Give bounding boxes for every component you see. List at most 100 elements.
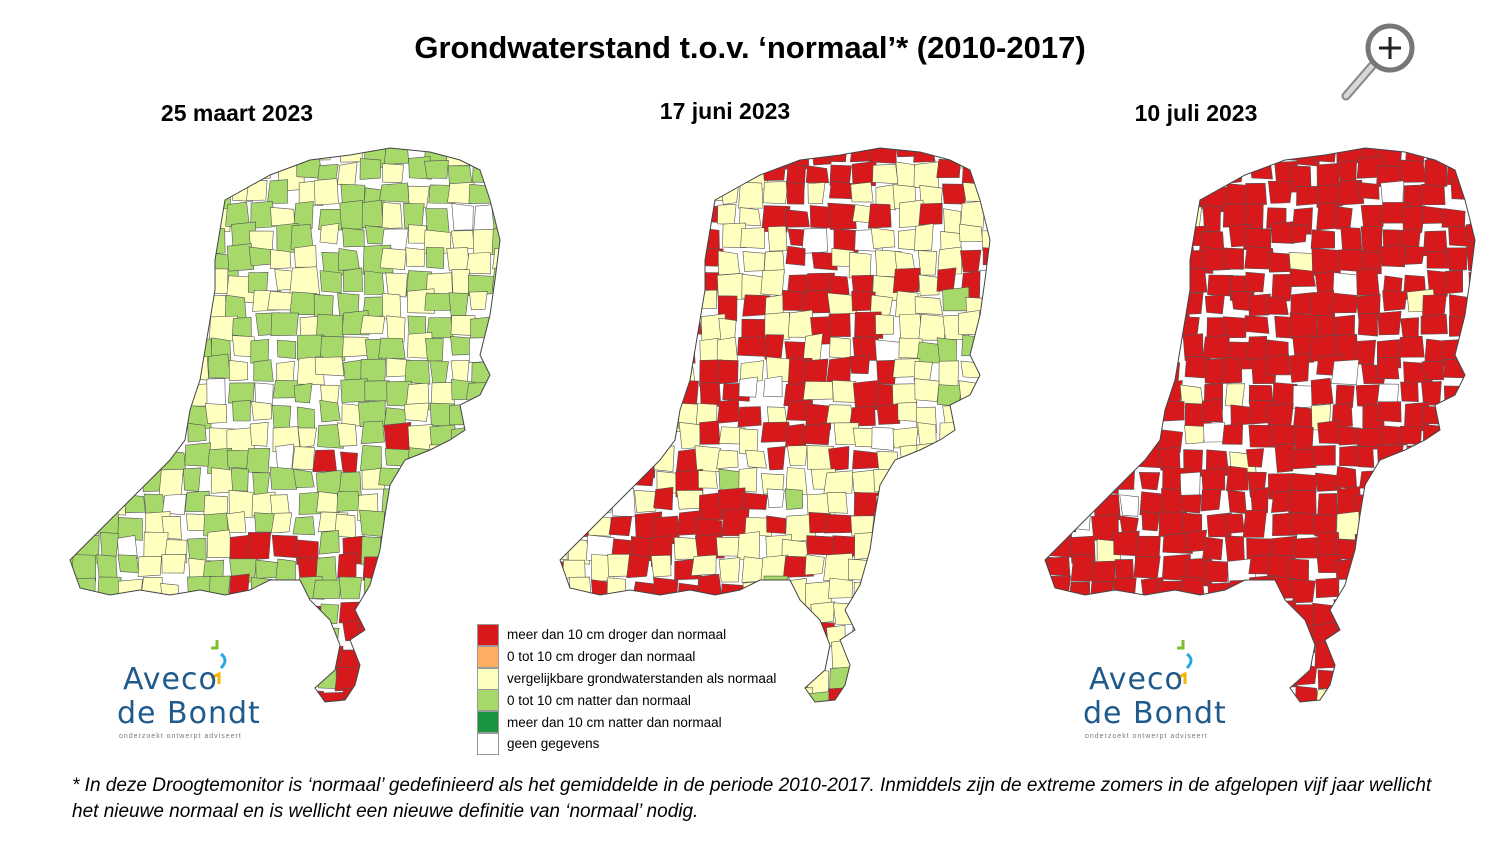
municipality	[467, 274, 495, 296]
zoom-in-button[interactable]	[1336, 22, 1422, 102]
municipality	[764, 311, 790, 340]
municipality	[913, 556, 939, 584]
municipality	[677, 582, 699, 610]
logo-line2: de Bondt	[117, 696, 261, 731]
municipality	[1290, 473, 1317, 493]
municipality	[716, 399, 740, 424]
municipality	[629, 600, 657, 619]
municipality	[1467, 690, 1475, 702]
municipality	[759, 148, 779, 157]
municipality	[560, 180, 568, 199]
municipality	[1134, 535, 1161, 558]
municipality	[1403, 245, 1426, 265]
municipality	[1118, 225, 1144, 256]
map-date-1: 25 maart 2023	[160, 100, 314, 126]
municipality	[1245, 670, 1267, 696]
municipality	[851, 619, 878, 651]
municipality	[30, 517, 54, 538]
municipality	[1011, 140, 1030, 160]
municipality	[1050, 205, 1077, 233]
municipality	[1244, 600, 1273, 620]
municipality	[1140, 199, 1161, 229]
municipality	[942, 286, 970, 312]
municipality	[918, 274, 941, 296]
municipality	[1270, 424, 1298, 447]
municipality	[1006, 225, 1034, 243]
municipality	[470, 599, 492, 622]
municipality	[203, 227, 226, 255]
municipality	[342, 227, 365, 248]
municipality	[1356, 181, 1380, 200]
municipality	[313, 148, 332, 161]
municipality	[425, 644, 446, 670]
municipality	[721, 583, 744, 608]
municipality	[677, 290, 697, 320]
municipality	[161, 250, 183, 273]
municipality	[115, 598, 140, 622]
municipality	[805, 403, 832, 430]
municipality	[649, 356, 673, 384]
municipality	[1092, 405, 1118, 431]
municipality	[875, 314, 895, 335]
municipality	[34, 712, 59, 720]
municipality	[1053, 401, 1072, 421]
municipality	[167, 271, 195, 291]
municipality	[99, 532, 120, 558]
municipality	[1422, 450, 1444, 480]
municipality	[1070, 206, 1097, 230]
municipality	[250, 339, 270, 364]
municipality	[1206, 161, 1233, 185]
municipality	[873, 663, 892, 686]
municipality	[503, 430, 526, 450]
municipality	[936, 601, 960, 626]
municipality	[51, 625, 68, 646]
municipality	[1135, 335, 1160, 363]
municipality	[936, 384, 962, 407]
municipality	[871, 582, 900, 605]
municipality	[940, 644, 964, 670]
municipality	[524, 313, 551, 337]
municipality	[29, 491, 57, 513]
municipality	[500, 339, 523, 368]
municipality	[1270, 148, 1299, 161]
municipality	[473, 203, 500, 231]
municipality	[501, 165, 523, 188]
municipality	[588, 148, 609, 165]
municipality	[1335, 689, 1356, 702]
municipality	[985, 297, 1011, 316]
municipality	[448, 624, 470, 646]
municipality	[917, 250, 938, 276]
municipality	[359, 509, 385, 537]
municipality	[1360, 204, 1384, 228]
municipality	[1098, 184, 1122, 210]
municipality	[450, 467, 477, 494]
municipality	[1242, 509, 1268, 538]
municipality	[1075, 445, 1100, 472]
municipality	[144, 251, 168, 274]
municipality	[79, 314, 103, 335]
municipality	[1007, 577, 1026, 597]
municipality	[31, 335, 53, 354]
municipality	[270, 148, 295, 162]
municipality	[1074, 384, 1096, 409]
municipality	[853, 581, 880, 606]
municipality	[737, 531, 760, 560]
municipality	[1097, 148, 1124, 164]
municipality	[1045, 334, 1055, 364]
municipality	[804, 554, 825, 576]
municipality	[11, 295, 38, 317]
municipality	[380, 534, 403, 562]
municipality	[1399, 691, 1422, 702]
municipality	[583, 424, 609, 447]
municipality	[522, 403, 549, 431]
municipality	[474, 555, 496, 578]
municipality	[1113, 319, 1140, 338]
municipality	[1115, 426, 1138, 446]
municipality	[654, 180, 681, 202]
municipality	[738, 467, 758, 493]
municipality	[828, 687, 849, 702]
municipality	[897, 554, 922, 579]
logo-line1: Aveco	[1089, 662, 1184, 697]
municipality	[117, 517, 143, 541]
municipality	[737, 406, 762, 428]
